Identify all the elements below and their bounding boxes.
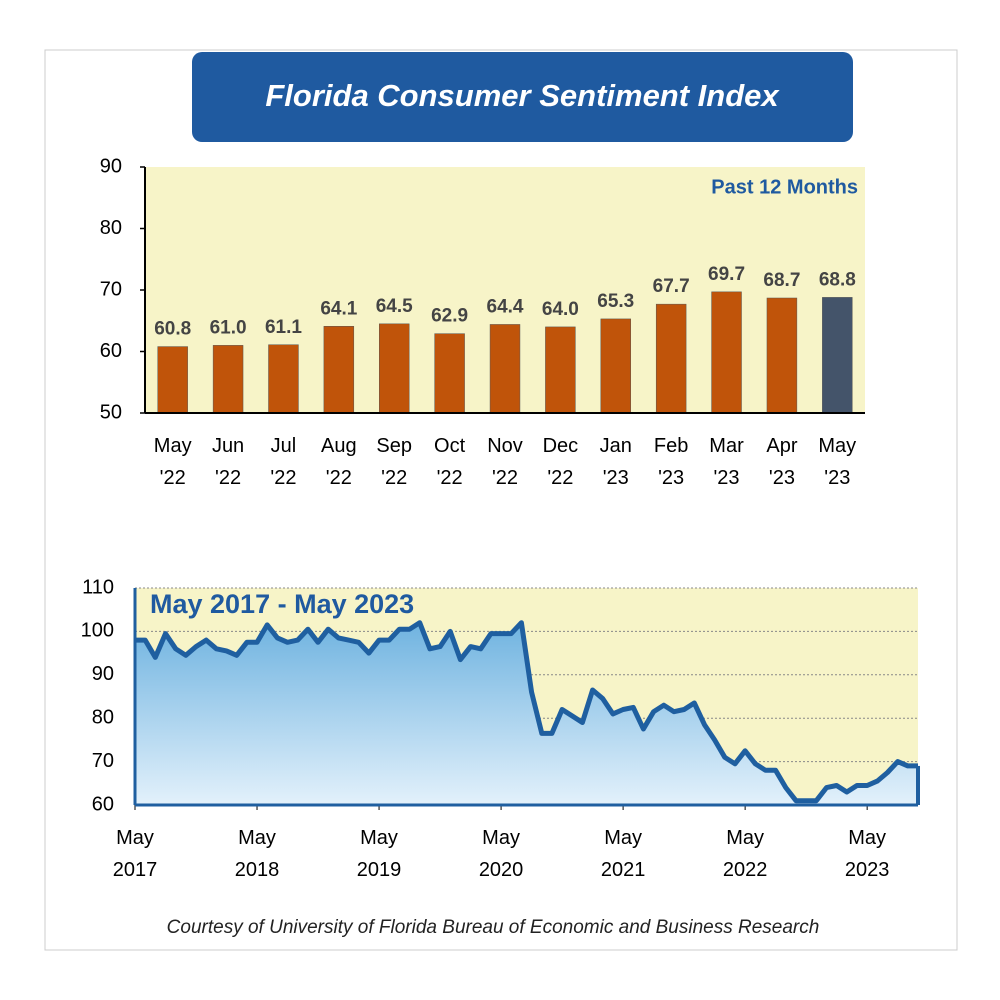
x-tick-label: Feb '23 [653, 435, 689, 489]
x-tick-label: May '23 [818, 435, 857, 489]
y-tick-label: 90 [92, 663, 114, 685]
x-tick-label: May 2021 [600, 827, 646, 881]
y-tick-label: 70 [92, 750, 114, 772]
x-tick-label: Apr '23 [766, 435, 798, 489]
y-tick-label: 60 [100, 340, 122, 362]
x-tick-label: Nov '22 [487, 435, 523, 489]
bar [489, 324, 521, 414]
y-tick-label: 90 [100, 155, 122, 177]
data-label: 60.8 [154, 319, 191, 340]
y-tick-label: 80 [92, 706, 114, 728]
bar [655, 303, 687, 414]
x-tick-label: May 2019 [356, 827, 402, 881]
x-tick-label: Sep '22 [376, 435, 413, 489]
annotation: Past 12 Months [711, 176, 858, 198]
x-tick-label: Mar '23 [709, 435, 744, 489]
area [135, 622, 918, 805]
bar [379, 323, 410, 414]
x-tick-label: Oct '22 [434, 435, 466, 489]
bar [212, 345, 244, 414]
bar [600, 318, 631, 414]
y-tick-label: 70 [100, 278, 122, 300]
footnote: Courtesy of University of Florida Bureau… [167, 917, 820, 938]
bar [268, 344, 299, 414]
data-label: 62.9 [431, 306, 468, 327]
bar [822, 297, 853, 414]
data-label: 64.1 [320, 298, 357, 319]
x-tick-label: Jan '23 [599, 435, 632, 489]
data-label: 61.0 [210, 317, 247, 338]
chart-subtitle: May 2017 - May 2023 [150, 589, 414, 619]
data-label: 68.7 [763, 270, 800, 291]
x-tick-label: May '22 [153, 435, 192, 489]
x-tick-label: Dec '22 [542, 435, 579, 489]
x-tick-label: May 2020 [478, 827, 524, 881]
bar [711, 291, 742, 414]
x-tick-label: May 2022 [722, 827, 768, 881]
data-label: 64.5 [376, 296, 413, 317]
bar [157, 346, 188, 414]
data-label: 67.7 [653, 276, 690, 297]
x-tick-label: Jun '22 [211, 435, 245, 489]
x-tick-label: May 2018 [234, 827, 280, 881]
data-label: 65.3 [597, 291, 634, 312]
x-tick-label: Aug '22 [321, 435, 357, 489]
x-tick-label: May 2017 [112, 827, 158, 881]
data-label: 69.7 [708, 264, 745, 285]
data-label: 64.0 [542, 299, 579, 320]
data-label: 64.4 [487, 296, 524, 317]
data-label: 68.8 [819, 269, 856, 290]
bar [434, 333, 465, 414]
y-tick-label: 80 [100, 217, 122, 239]
data-label: 61.1 [265, 317, 302, 338]
x-tick-label: May 2023 [844, 827, 890, 881]
y-tick-label: 100 [81, 620, 114, 642]
bar [766, 297, 798, 414]
x-tick-label: Jul '22 [270, 435, 297, 489]
bar [545, 326, 576, 414]
y-tick-label: 50 [100, 401, 122, 423]
line [135, 620, 918, 804]
y-tick-label: 60 [92, 793, 114, 815]
bar [323, 326, 355, 414]
title-banner [192, 52, 853, 142]
y-tick-label: 110 [82, 576, 114, 598]
chart-title: Florida Consumer Sentiment Index [265, 78, 780, 113]
